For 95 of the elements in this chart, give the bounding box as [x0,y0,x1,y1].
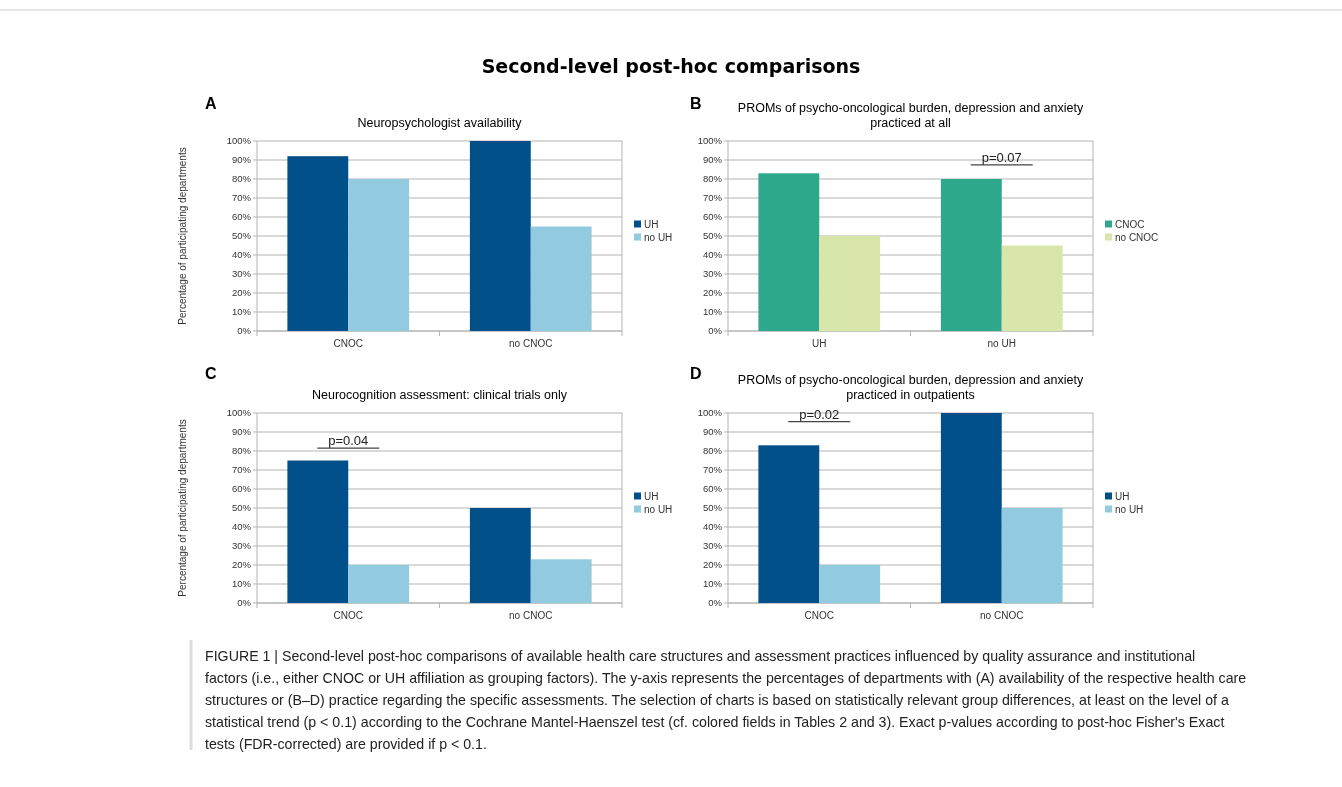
bar [530,226,592,331]
y-tick-label: 50% [231,230,252,242]
text: A [205,95,217,112]
y-tick-label: 40% [702,249,723,261]
x-tick-label: no UH [987,338,1016,349]
chart-title: Neuropsychologist availability [357,116,523,130]
y-tick-label: 0% [237,325,252,337]
legend-label: no UH [644,231,673,243]
y-tick-label: 10% [231,578,252,590]
bar [1001,508,1063,603]
y-tick-label: 90% [231,426,252,438]
bar [469,508,531,603]
y-tick-label: 30% [702,268,723,280]
text: factors (i.e., either CNOC or UH affiliation as grouping factors). The y-axis represents the percentages of departments with (A) availability of the respective health care [205,670,1247,686]
y-axis-title: Percentage of participating departments [177,419,188,597]
y-tick-label: 60% [231,211,252,223]
bar [469,141,531,331]
bar [530,559,592,603]
y-tick-label: 90% [702,154,723,166]
y-tick-label: 20% [231,287,252,299]
y-tick-label: 10% [231,306,252,318]
y-tick-label: 90% [702,426,723,438]
y-tick-label: 40% [231,521,252,533]
y-tick-label: 20% [702,559,723,571]
x-tick-label: CNOC [333,610,363,621]
y-axis-title: Percentage of participating departments [177,147,188,325]
legend-label: UH [644,490,659,502]
y-tick-label: 70% [702,192,723,204]
y-tick-label: 0% [708,597,723,609]
y-tick-label: 70% [231,192,252,204]
y-tick-label: 70% [231,464,252,476]
x-tick-label: no CNOC [509,338,553,349]
bar [348,179,410,331]
x-tick-label: no CNOC [509,610,553,621]
bar [940,413,1002,603]
y-tick-label: 10% [702,306,723,318]
bar [758,173,820,331]
y-tick-label: 30% [231,268,252,280]
y-tick-label: 80% [231,173,252,185]
text: statistical trend (p < 0.1) according to the Cochrane Mantel-Haenszel test (cf. colored fields in Tables 2 and 3). Exact p-values according to post-hoc Fisher's Exact [205,714,1225,730]
legend-label: no CNOC [1115,231,1159,243]
y-tick-label: 30% [702,540,723,552]
bar [819,236,881,331]
x-tick-label: UH [812,338,827,349]
y-tick-label: 80% [702,173,723,185]
text: C [205,365,217,382]
annotation: p=0.02 [799,406,840,422]
y-tick-label: 20% [231,559,252,571]
y-tick-label: 80% [231,445,252,457]
legend-label: UH [644,218,659,230]
y-tick-label: 100% [697,407,723,419]
text: tests (FDR-corrected) are provided if p < 0.1. [205,736,487,752]
y-tick-label: 50% [231,502,252,514]
annotation: p=0.04 [328,433,369,449]
bar [287,460,349,603]
chart-title: PROMs of psycho-oncological burden, depression and anxiety practiced in outpatients [737,373,1084,402]
legend-label: CNOC [1115,218,1145,230]
y-tick-label: 100% [226,407,252,419]
caption: FIGURE 1 | Second-level post-hoc comparisons of available health care structures and assessment practices influenced by quality assurance and institutional [205,648,1196,664]
y-tick-label: 70% [702,464,723,476]
y-tick-label: 0% [708,325,723,337]
text: B [690,95,702,112]
bar [1001,245,1063,331]
legend-label: no UH [644,503,673,515]
y-tick-label: 60% [702,211,723,223]
y-tick-label: 100% [697,135,723,147]
y-tick-label: 40% [231,249,252,261]
bar [348,565,410,603]
legend-label: no UH [1115,503,1144,515]
y-tick-label: 80% [702,445,723,457]
y-tick-label: 30% [231,540,252,552]
y-tick-label: 100% [226,135,252,147]
text: structures or (B–D) practice regarding the specific assessments. The selection of charts is based on statistically relevant group differences, at least on the level of a [205,692,1229,708]
y-tick-label: 50% [702,502,723,514]
y-tick-label: 40% [702,521,723,533]
y-tick-label: 60% [702,483,723,495]
bar [819,565,881,603]
bar [940,179,1002,331]
bar [287,156,349,331]
y-tick-label: 0% [237,597,252,609]
text: Second-level post-hoc comparisons [481,55,861,77]
x-tick-label: CNOC [804,610,834,621]
x-tick-label: no CNOC [980,610,1024,621]
legend-label: UH [1115,490,1130,502]
y-tick-label: 20% [702,287,723,299]
bar [758,445,820,603]
y-tick-label: 50% [702,230,723,242]
chart-title: PROMs of psycho-oncological burden, depression and anxiety practiced at all [737,101,1084,130]
y-tick-label: 10% [702,578,723,590]
chart-title: Neurocognition assessment: clinical trials only [312,388,568,402]
y-tick-label: 60% [231,483,252,495]
y-tick-label: 90% [231,154,252,166]
annotation: p=0.07 [981,149,1022,165]
text: D [690,365,702,382]
x-tick-label: CNOC [333,338,363,349]
